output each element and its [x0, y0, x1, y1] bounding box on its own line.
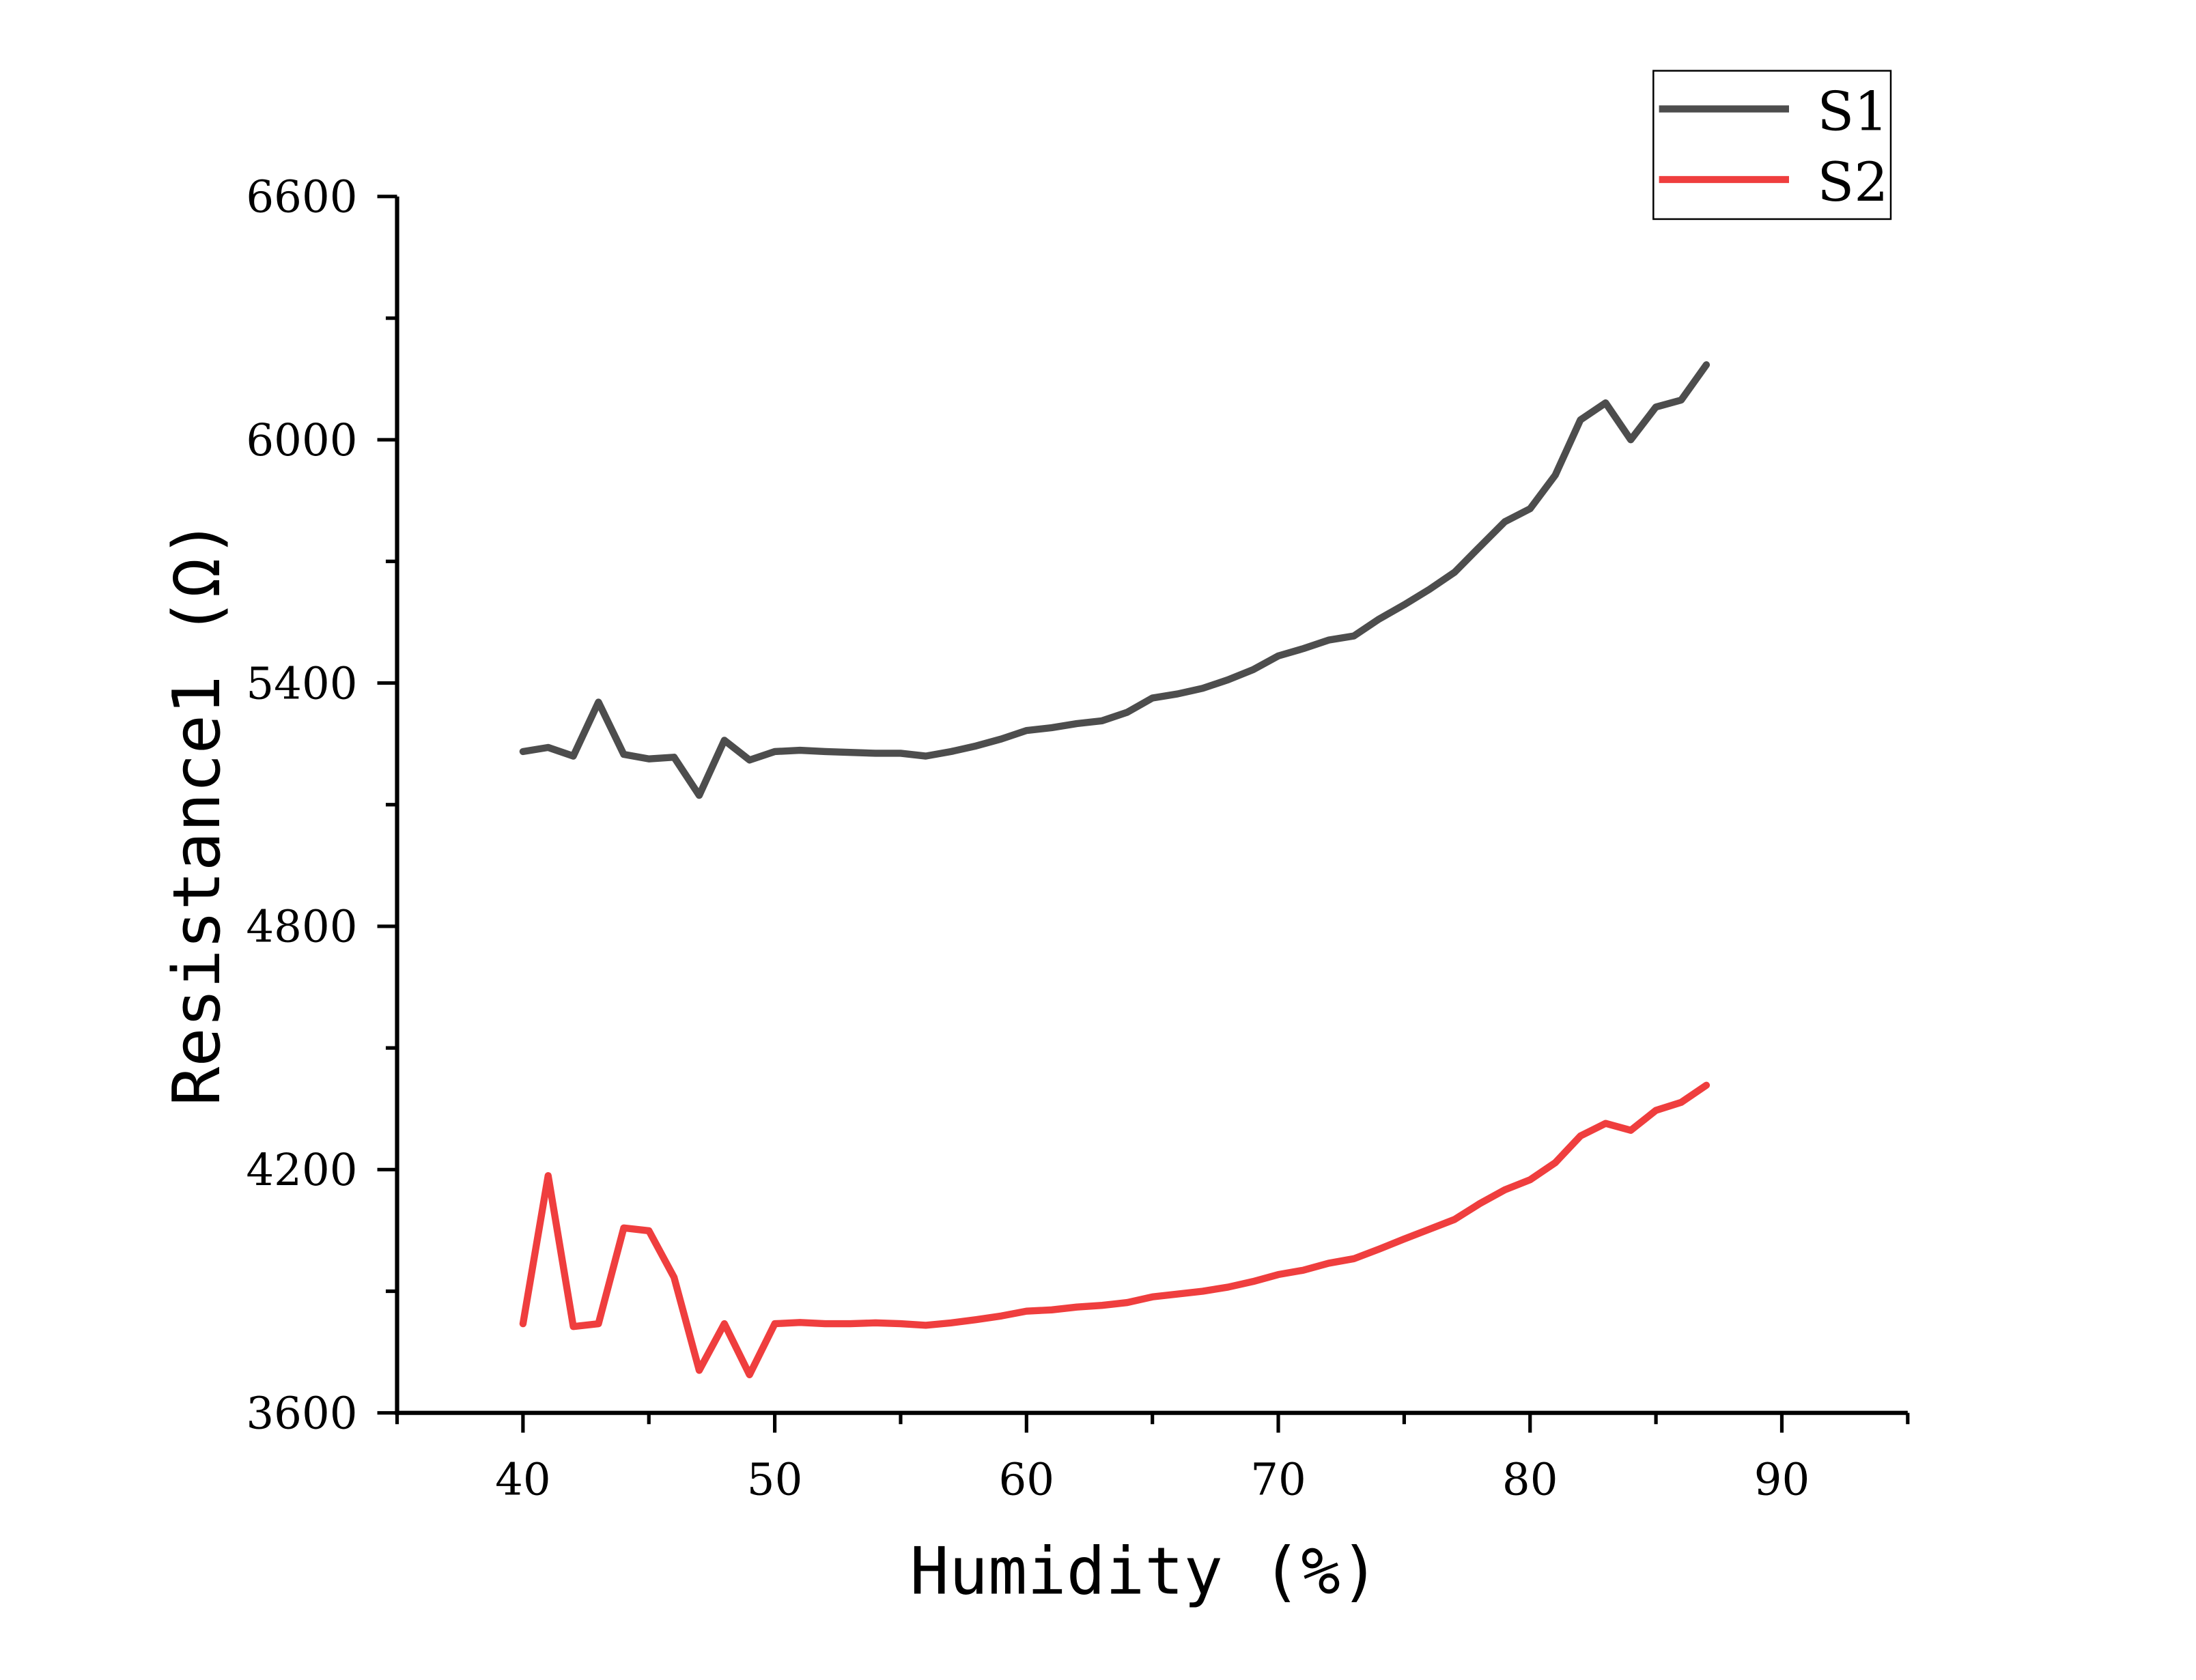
- axes: 40 50 60 70 80 90 3600 4200 4800 5400 6000 6600: [246, 172, 1910, 1506]
- y-tick-label: 4200: [246, 1145, 357, 1196]
- x-tick-label: 50: [747, 1455, 803, 1506]
- legend-box: [1652, 70, 1892, 220]
- series-line-s1: [519, 361, 1711, 799]
- series-line-s2: [519, 1081, 1711, 1378]
- legend: S1 S2: [1652, 70, 1892, 220]
- y-tick-label: 5400: [246, 658, 357, 709]
- y-tick-label: 6000: [246, 415, 357, 466]
- y-axis-label: Resistance1 (Ω): [160, 519, 235, 1106]
- x-tick-label: 70: [1250, 1455, 1306, 1506]
- x-tick-label: 80: [1502, 1455, 1558, 1506]
- x-axis-label: Humidity (%): [910, 1535, 1379, 1610]
- legend-label-s1: S1: [1817, 81, 1888, 143]
- y-tick-label: 4800: [246, 902, 357, 953]
- y-tick-label: 6600: [246, 172, 357, 223]
- x-tick-label: 60: [999, 1455, 1055, 1506]
- x-tick-label: 90: [1754, 1455, 1810, 1506]
- y-tick-label: 3600: [246, 1388, 357, 1439]
- legend-label-s2: S2: [1817, 151, 1888, 214]
- x-tick-label: 40: [495, 1455, 551, 1506]
- series-lines: [519, 361, 1711, 1378]
